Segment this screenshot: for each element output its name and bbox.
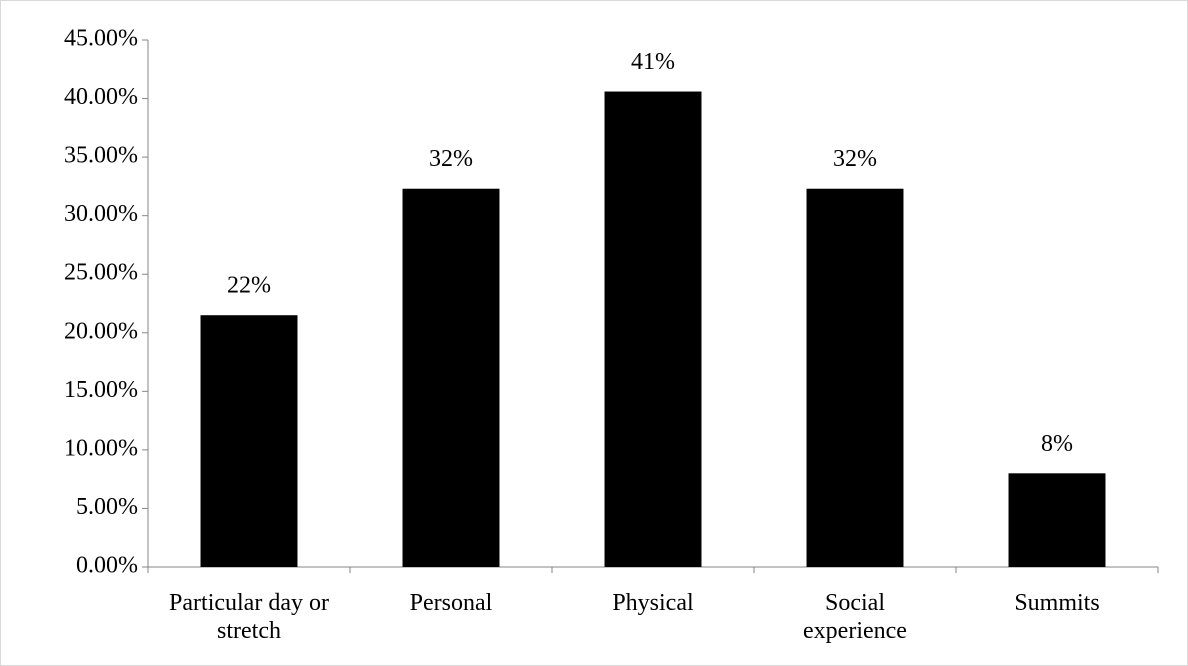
data-label: 41% [631, 49, 675, 75]
bar [402, 188, 500, 567]
y-tick-label: 30.00% [64, 201, 138, 227]
data-label: 32% [833, 146, 877, 172]
data-label: 8% [1041, 431, 1073, 457]
bar [806, 188, 904, 567]
y-tick-label: 10.00% [64, 435, 138, 461]
x-tick-label: Personal [409, 590, 493, 616]
x-tick-label: Physical [612, 590, 694, 616]
x-tick-label: Summits [1014, 590, 1100, 616]
y-tick-label: 40.00% [64, 84, 138, 110]
y-tick-label: 35.00% [64, 143, 138, 169]
y-tick-label: 5.00% [76, 494, 138, 520]
y-tick-label: 45.00% [64, 26, 138, 52]
y-tick-label: 0.00% [76, 553, 138, 579]
y-tick-label: 25.00% [64, 260, 138, 286]
y-tick-label: 15.00% [64, 377, 138, 403]
x-tick-label: Particular day or stretch [169, 590, 329, 644]
bar [604, 91, 702, 567]
bar [1008, 473, 1106, 567]
y-tick-label: 20.00% [64, 318, 138, 344]
x-tick-label: Social experience [803, 590, 907, 644]
bar [200, 315, 298, 567]
data-label: 32% [429, 146, 473, 172]
data-label: 22% [227, 273, 271, 299]
